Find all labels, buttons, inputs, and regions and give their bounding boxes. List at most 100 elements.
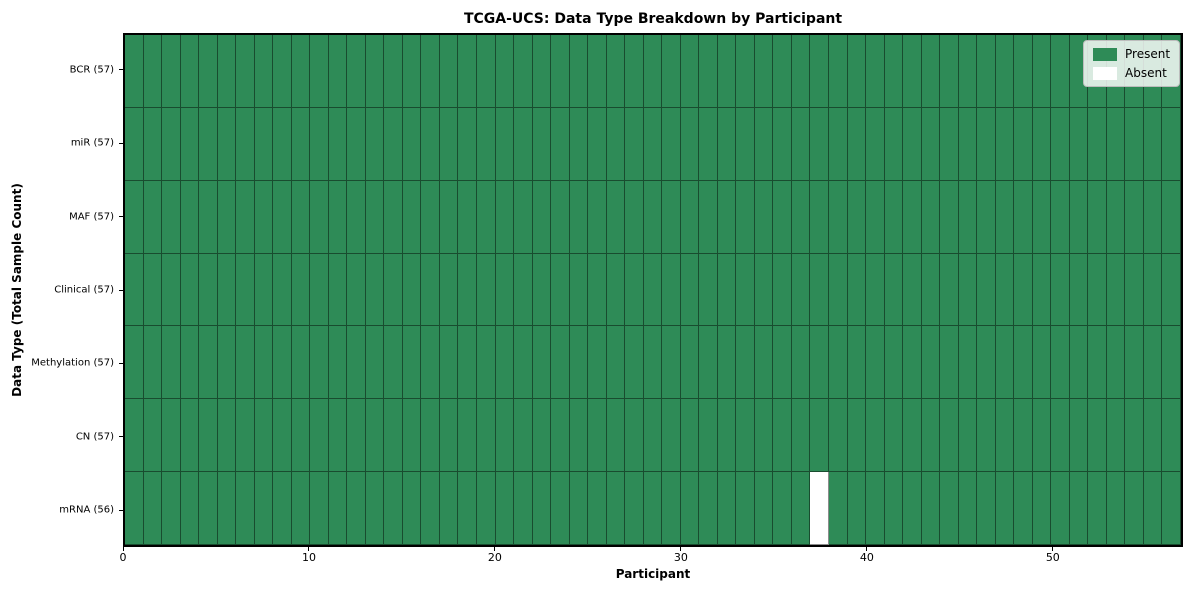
heatmap-cell-present — [514, 35, 533, 108]
heatmap-cell-present — [1162, 180, 1181, 254]
y-tick-label: CN (57) — [75, 431, 114, 443]
heatmap-cell-present — [995, 180, 1015, 254]
heatmap-cell-present — [958, 253, 978, 327]
heatmap-cell-present — [439, 399, 459, 473]
heatmap-cell-present — [699, 35, 718, 108]
heatmap-cell-present — [402, 326, 422, 400]
heatmap-cell-present — [199, 472, 218, 545]
heatmap-cell-present — [940, 253, 959, 327]
heatmap-cell-present — [773, 472, 792, 545]
heatmap-cell-present — [606, 399, 626, 473]
heatmap-cell-present — [458, 180, 477, 254]
heatmap-cell-present — [310, 326, 329, 400]
heatmap-cell-present — [1125, 253, 1144, 327]
heatmap-cell-absent — [810, 472, 829, 545]
heatmap-cell-present — [125, 399, 144, 473]
heatmap-cell-present — [643, 180, 663, 254]
heatmap-cell-present — [254, 326, 274, 400]
heatmap-cell-present — [699, 107, 718, 181]
x-axis-label: Participant — [615, 567, 691, 581]
heatmap-cell-present — [1162, 253, 1181, 327]
heatmap-cell-present — [495, 35, 515, 108]
heatmap-cell-present — [310, 180, 329, 254]
heatmap-cell-present — [791, 399, 811, 473]
heatmap-cell-present — [532, 107, 552, 181]
x-tick-label: 40 — [859, 551, 874, 564]
heatmap-cell-present — [532, 35, 552, 108]
heatmap-cell-present — [662, 107, 681, 181]
heatmap-cell-present — [458, 107, 477, 181]
heatmap-cell-present — [310, 107, 329, 181]
heatmap-cell-present — [551, 107, 570, 181]
heatmap-cell-present — [847, 180, 867, 254]
heatmap-cell-present — [439, 35, 459, 108]
heatmap-cell-present — [1014, 180, 1033, 254]
heatmap-cell-present — [254, 253, 274, 327]
heatmap-cell-present — [217, 180, 237, 254]
heatmap-cell-present — [458, 253, 477, 327]
heatmap-cell-present — [495, 326, 515, 400]
heatmap-cell-present — [884, 472, 904, 545]
heatmap-cell-present — [495, 399, 515, 473]
heatmap-cell-present — [328, 107, 348, 181]
heatmap-cell-present — [1014, 107, 1033, 181]
heatmap-plot — [123, 33, 1183, 547]
heatmap-cell-present — [754, 107, 774, 181]
heatmap-cell-present — [717, 399, 737, 473]
heatmap-cell-present — [699, 326, 718, 400]
heatmap-cell-present — [365, 180, 385, 254]
heatmap-cell-present — [921, 35, 941, 108]
heatmap-cell-present — [514, 472, 533, 545]
heatmap-cell-present — [514, 180, 533, 254]
heatmap-cell-present — [421, 180, 440, 254]
heatmap-cell-present — [680, 107, 700, 181]
heatmap-cell-present — [754, 35, 774, 108]
heatmap-cell-present — [754, 472, 774, 545]
heatmap-cell-present — [125, 472, 144, 545]
heatmap-cell-present — [940, 180, 959, 254]
heatmap-cell-present — [921, 180, 941, 254]
heatmap-cell-present — [699, 399, 718, 473]
heatmap-cell-present — [717, 472, 737, 545]
heatmap-cell-present — [143, 326, 163, 400]
heatmap-cell-present — [569, 107, 589, 181]
heatmap-cell-present — [884, 35, 904, 108]
heatmap-cell-present — [551, 35, 570, 108]
heatmap-cell-present — [606, 35, 626, 108]
heatmap-cell-present — [940, 472, 959, 545]
heatmap-cell-present — [532, 253, 552, 327]
heatmap-cell-present — [291, 472, 311, 545]
heatmap-cell-present — [569, 253, 589, 327]
heatmap-cell-present — [495, 472, 515, 545]
heatmap-cell-present — [1051, 399, 1070, 473]
heatmap-cell-present — [625, 472, 644, 545]
heatmap-cell-present — [365, 35, 385, 108]
heatmap-cell-present — [903, 107, 922, 181]
heatmap-cell-present — [402, 472, 422, 545]
heatmap-cell-present — [736, 107, 755, 181]
heatmap-cell-present — [347, 253, 366, 327]
heatmap-cell-present — [588, 253, 607, 327]
heatmap-cell-present — [199, 326, 218, 400]
heatmap-cell-present — [773, 180, 792, 254]
legend-entry-absent: Absent — [1093, 66, 1170, 80]
heatmap-cell-present — [717, 326, 737, 400]
heatmap-cell-present — [773, 253, 792, 327]
heatmap-cell-present — [291, 399, 311, 473]
heatmap-cell-present — [217, 326, 237, 400]
y-tick-label: mRNA (56) — [59, 504, 114, 516]
heatmap-cell-present — [588, 107, 607, 181]
heatmap-cell-present — [1032, 472, 1052, 545]
heatmap-cell-present — [736, 472, 755, 545]
heatmap-cell-present — [347, 107, 366, 181]
x-tick-label: 10 — [301, 551, 316, 564]
heatmap-cell-present — [1143, 326, 1163, 400]
heatmap-cell-present — [143, 472, 163, 545]
heatmap-cell-present — [1032, 253, 1052, 327]
heatmap-cell-present — [606, 180, 626, 254]
y-tick-label: Methylation (57) — [31, 357, 114, 369]
heatmap-cell-present — [1106, 326, 1126, 400]
heatmap-cell-present — [162, 107, 181, 181]
y-tick-mark — [119, 289, 123, 291]
heatmap-cell-present — [866, 326, 885, 400]
